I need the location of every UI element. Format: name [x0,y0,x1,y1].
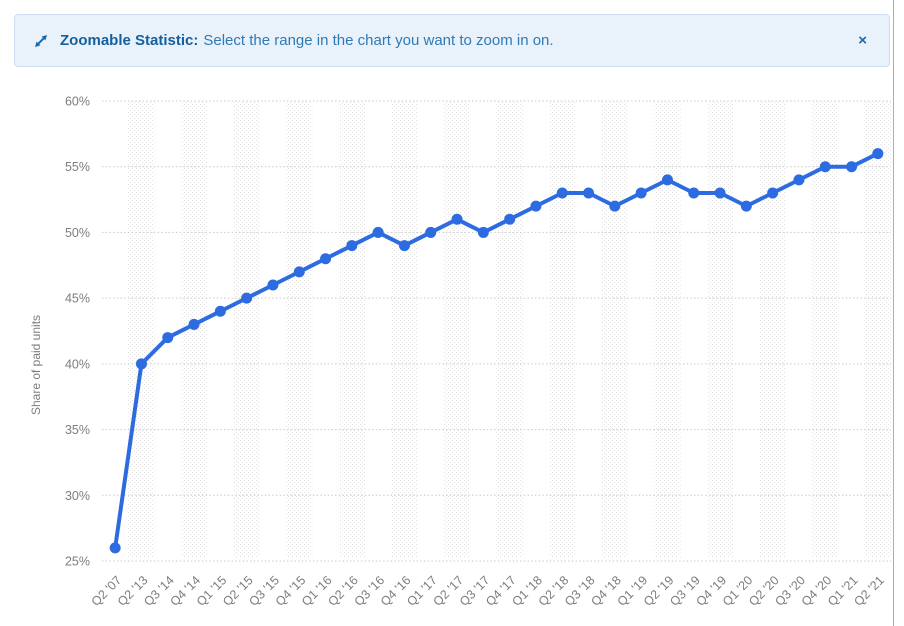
plot-band [812,102,839,557]
plot-band [759,102,786,557]
plot-band [286,102,313,557]
data-point[interactable] [346,240,358,252]
plot-band [864,102,891,557]
y-axis-tick-label: 60% [65,95,90,109]
plot-band [338,102,365,557]
plot-band [128,102,155,557]
banner-message: Select the range in the chart you want t… [203,32,554,49]
data-point[interactable] [162,332,174,344]
plot-band [233,102,260,557]
y-axis-title: Share of paid units [29,315,43,415]
data-point[interactable] [846,161,858,173]
data-point[interactable] [109,542,121,554]
data-point[interactable] [293,266,305,278]
y-axis-tick-label: 55% [65,160,90,174]
data-point[interactable] [819,161,831,173]
data-point[interactable] [556,187,568,199]
data-point[interactable] [714,187,726,199]
plot-band [654,102,681,557]
zoomable-statistic-banner: Zoomable Statistic: Select the range in … [14,14,890,67]
data-point[interactable] [267,279,279,291]
y-axis-tick-label: 25% [65,555,90,569]
data-point[interactable] [135,358,147,370]
data-point[interactable] [451,213,463,225]
window-edge-divider [893,0,894,626]
data-point[interactable] [530,200,542,212]
data-point[interactable] [872,148,884,160]
y-axis-tick-label: 35% [65,423,90,437]
banner-title: Zoomable Statistic: [60,32,199,49]
data-point[interactable] [241,292,253,304]
data-point[interactable] [504,213,516,225]
data-point[interactable] [609,200,621,212]
plot-band [443,102,471,557]
plot-band [601,102,628,557]
x-axis-tick-label: Q2 '21 [851,573,887,609]
data-point[interactable] [214,305,226,317]
plot-band [706,102,734,557]
data-point[interactable] [188,318,200,330]
data-point[interactable] [477,226,489,238]
data-point[interactable] [398,240,410,252]
data-point[interactable] [372,226,384,238]
data-point[interactable] [661,174,673,186]
data-point[interactable] [767,187,779,199]
expand-arrows-icon [33,33,49,49]
data-point[interactable] [793,174,805,186]
y-axis-tick-label: 50% [65,226,90,240]
data-point[interactable] [320,253,332,265]
plot-band [549,102,576,557]
banner-close-button[interactable]: × [854,31,871,50]
y-axis-tick-label: 30% [65,489,90,503]
data-point[interactable] [688,187,700,199]
data-point[interactable] [425,226,437,238]
data-point[interactable] [583,187,595,199]
data-point[interactable] [635,187,647,199]
y-axis-tick-label: 40% [65,357,90,371]
data-point[interactable] [740,200,752,212]
plot-band [496,102,523,557]
plot-band [391,102,418,557]
y-axis-tick-label: 45% [65,292,90,306]
